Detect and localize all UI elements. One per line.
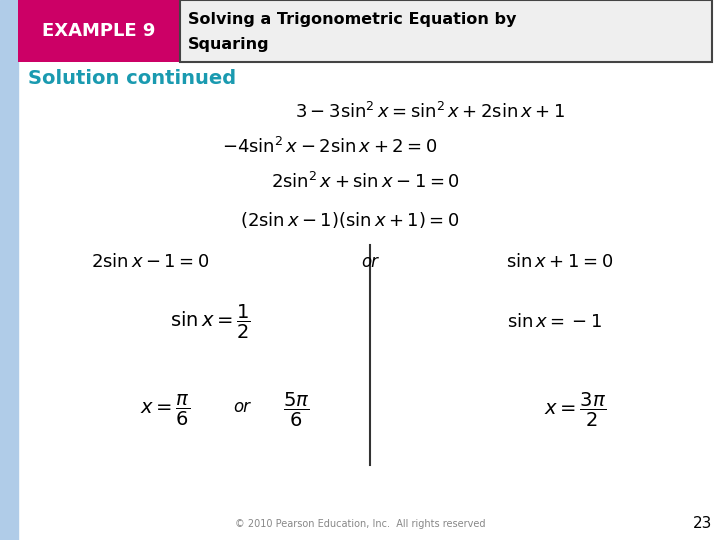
Text: $-4\sin^2 x - 2\sin x + 2 = 0$: $-4\sin^2 x - 2\sin x + 2 = 0$ bbox=[222, 137, 438, 157]
Bar bbox=[180, 0, 712, 62]
Text: Squaring: Squaring bbox=[188, 37, 269, 52]
Text: or: or bbox=[233, 398, 251, 416]
Bar bbox=[18, 0, 180, 62]
Text: EXAMPLE 9: EXAMPLE 9 bbox=[42, 22, 156, 40]
Text: $\dfrac{5\pi}{6}$: $\dfrac{5\pi}{6}$ bbox=[283, 391, 309, 429]
Text: $2\sin^2 x + \sin x - 1 = 0$: $2\sin^2 x + \sin x - 1 = 0$ bbox=[271, 172, 459, 192]
Text: or: or bbox=[361, 253, 379, 271]
Text: 23: 23 bbox=[693, 516, 713, 531]
Text: $3-3\sin^2 x = \sin^2 x + 2\sin x + 1$: $3-3\sin^2 x = \sin^2 x + 2\sin x + 1$ bbox=[295, 102, 565, 122]
Text: $\sin x + 1 = 0$: $\sin x + 1 = 0$ bbox=[506, 253, 613, 271]
Bar bbox=[0, 0, 18, 540]
Text: $\sin x = -1$: $\sin x = -1$ bbox=[508, 313, 603, 331]
Text: © 2010 Pearson Education, Inc.  All rights reserved: © 2010 Pearson Education, Inc. All right… bbox=[235, 519, 485, 529]
Text: $x = \dfrac{3\pi}{2}$: $x = \dfrac{3\pi}{2}$ bbox=[544, 391, 606, 429]
Text: $x = \dfrac{\pi}{6}$: $x = \dfrac{\pi}{6}$ bbox=[140, 393, 190, 428]
Text: Solving a Trigonometric Equation by: Solving a Trigonometric Equation by bbox=[188, 12, 516, 28]
Text: $(2\sin x - 1)(\sin x + 1) = 0$: $(2\sin x - 1)(\sin x + 1) = 0$ bbox=[240, 210, 460, 230]
Text: Solution continued: Solution continued bbox=[28, 69, 236, 87]
Text: $\sin x = \dfrac{1}{2}$: $\sin x = \dfrac{1}{2}$ bbox=[169, 303, 251, 341]
Text: $2\sin x - 1 = 0$: $2\sin x - 1 = 0$ bbox=[91, 253, 210, 271]
